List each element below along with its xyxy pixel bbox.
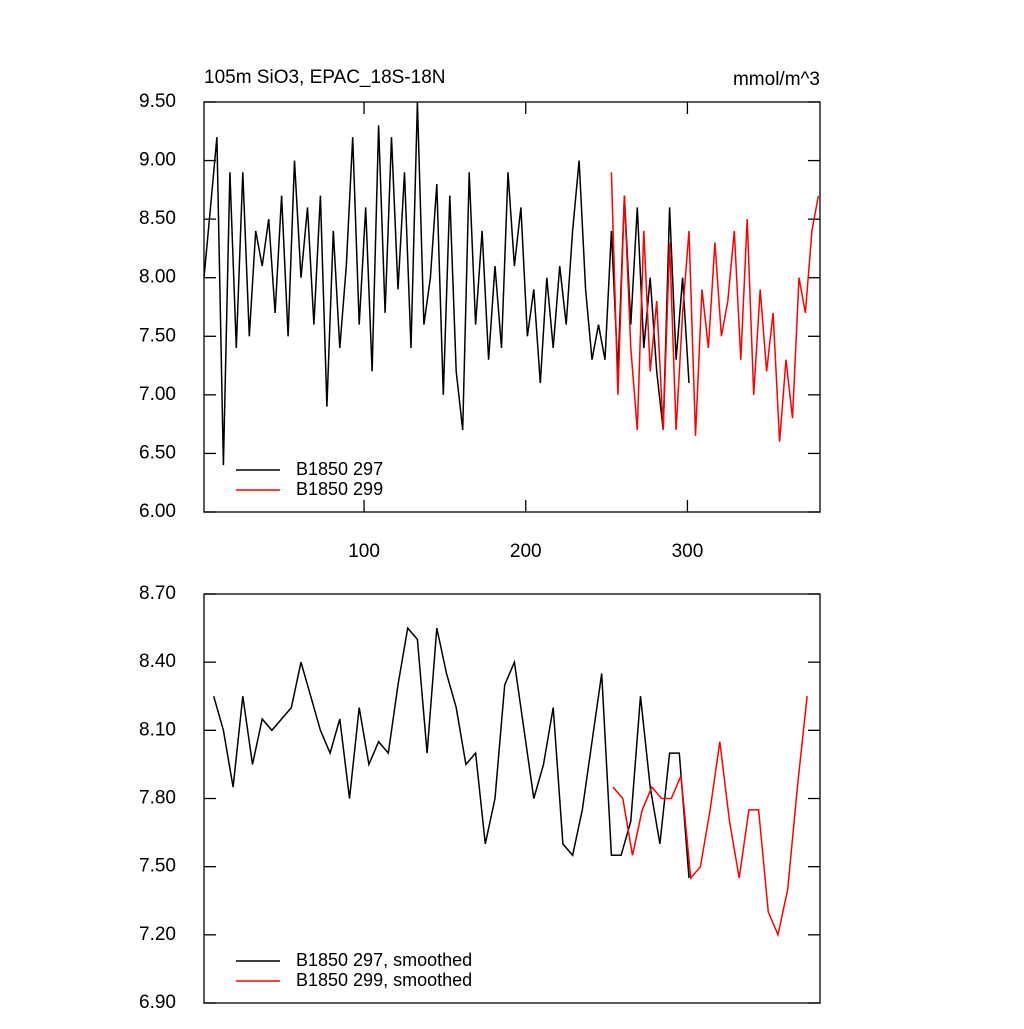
y-tick-label: 9.50 [139, 91, 176, 112]
x-tick-label: 100 [348, 541, 380, 562]
y-tick-label: 9.00 [139, 150, 176, 171]
y-tick-label: 8.50 [139, 208, 176, 229]
y-tick-label: 8.40 [139, 651, 176, 672]
y-tick-label: 7.00 [139, 384, 176, 405]
legend-label: B1850 299, smoothed [296, 970, 472, 990]
data-line [610, 172, 820, 442]
data-line [612, 696, 808, 938]
x-tick-label: 300 [672, 541, 704, 562]
y-tick-label: 7.80 [139, 788, 176, 809]
legend-label: B1850 297, smoothed [296, 950, 472, 970]
y-tick-label: 7.50 [139, 856, 176, 877]
chart-title: 105m SiO3, EPAC_18S-18N [204, 67, 446, 88]
x-tick-label: 200 [510, 541, 542, 562]
y-tick-label: 7.20 [139, 924, 176, 945]
data-line [203, 101, 690, 466]
y-tick-label: 6.50 [139, 442, 176, 463]
legend-label: B1850 297 [296, 459, 383, 479]
y-tick-label: 7.50 [139, 325, 176, 346]
y-tick-label: 6.00 [139, 501, 176, 522]
legend-label: B1850 299 [296, 479, 383, 499]
units-label: mmol/m^3 [733, 69, 820, 90]
y-tick-label: 8.00 [139, 267, 176, 288]
plot-frame [203, 593, 821, 1004]
y-tick-label: 8.70 [139, 583, 176, 604]
data-line [212, 626, 690, 879]
plot-frame [203, 101, 821, 513]
y-tick-label: 8.10 [139, 719, 176, 740]
y-tick-label: 6.90 [139, 992, 176, 1013]
